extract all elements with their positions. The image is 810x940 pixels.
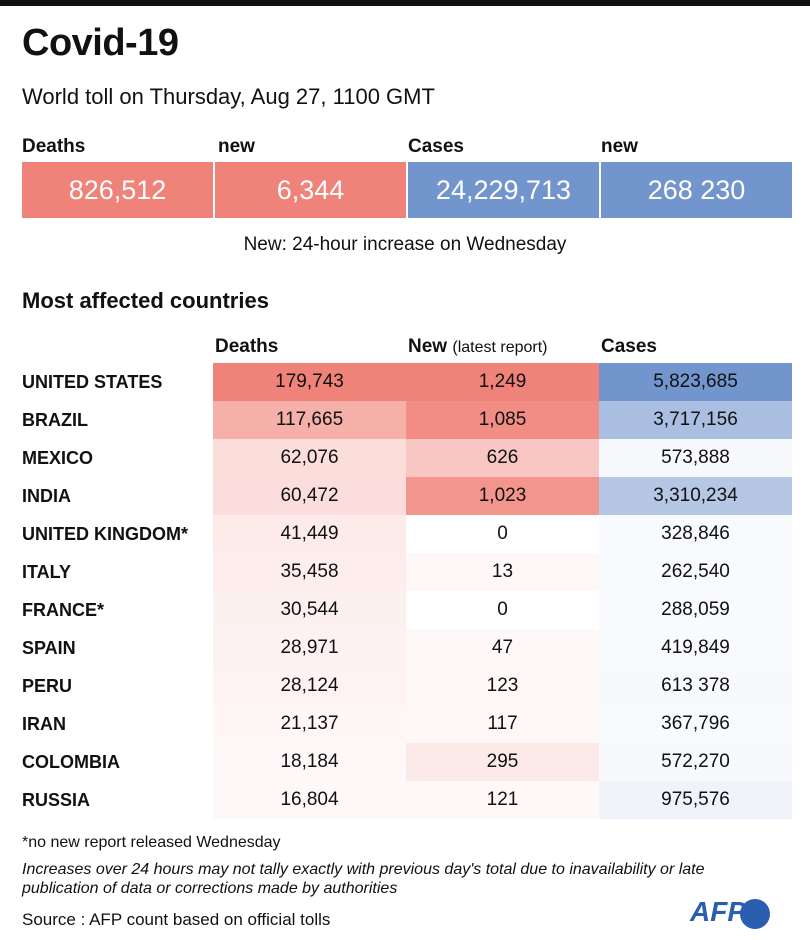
country-name: FRANCE* <box>22 600 105 620</box>
kpi-label-new-cases: new <box>601 136 638 157</box>
col-header-cases: Cases <box>601 336 657 358</box>
cases-cell: 3,717,156 <box>599 401 792 439</box>
cases-cell: 573,888 <box>599 439 792 477</box>
kpi-new-cases: 268 230 <box>601 162 792 218</box>
country-name: SPAIN <box>22 638 76 658</box>
new-cell: 0 <box>406 591 599 629</box>
kpi-new-deaths: 6,344 <box>215 162 406 218</box>
cases-cell: 367,796 <box>599 705 792 743</box>
col-header-label: New <box>408 336 448 357</box>
page-title: Covid-19 <box>22 22 179 64</box>
deaths-cell: 30,544 <box>213 591 406 629</box>
cases-cell: 5,823,685 <box>599 363 792 401</box>
col-header-new: New (latest report) <box>408 336 548 358</box>
kpi-label-deaths: Deaths <box>22 136 86 157</box>
cases-cell: 419,849 <box>599 629 792 667</box>
table-row: FRANCE* 30,544 0 288,059 <box>0 591 810 629</box>
country-name: UNITED KINGDOM* <box>22 524 188 544</box>
country-name: MEXICO <box>22 448 94 468</box>
table-row: COLOMBIA 18,184 295 572,270 <box>0 743 810 781</box>
table-row: INDIA 60,472 1,023 3,310,234 <box>0 477 810 515</box>
cases-cell: 3,310,234 <box>599 477 792 515</box>
new-cell: 123 <box>406 667 599 705</box>
cases-cell: 288,059 <box>599 591 792 629</box>
country-name: PERU <box>22 676 73 696</box>
deaths-cell: 21,137 <box>213 705 406 743</box>
cases-cell: 975,576 <box>599 781 792 819</box>
kpi-label-cases: Cases <box>408 136 464 157</box>
new-cell: 1,249 <box>406 363 599 401</box>
cases-cell: 262,540 <box>599 553 792 591</box>
kpi-cases: 24,229,713 <box>408 162 599 218</box>
new-cell: 0 <box>406 515 599 553</box>
cases-cell: 572,270 <box>599 743 792 781</box>
disclaimer: Increases over 24 hours may not tally ex… <box>22 861 705 897</box>
deaths-cell: 41,449 <box>213 515 406 553</box>
country-name: ITALY <box>22 562 72 582</box>
country-name: INDIA <box>22 486 71 506</box>
new-cell: 1,085 <box>406 401 599 439</box>
new-cell: 295 <box>406 743 599 781</box>
table-row: BRAZIL 117,665 1,085 3,717,156 <box>0 401 810 439</box>
new-cell: 121 <box>406 781 599 819</box>
top-bar <box>0 0 810 6</box>
afp-logo: AFP <box>690 896 770 929</box>
new-cell: 626 <box>406 439 599 477</box>
deaths-cell: 28,971 <box>213 629 406 667</box>
new-cell: 13 <box>406 553 599 591</box>
new-cell: 117 <box>406 705 599 743</box>
kpi-label-new-deaths: new <box>218 136 255 157</box>
table-row: UNITED STATES 179,743 1,249 5,823,685 <box>0 363 810 401</box>
new-cell: 1,023 <box>406 477 599 515</box>
source: Source : AFP count based on official tol… <box>22 910 331 929</box>
deaths-cell: 28,124 <box>213 667 406 705</box>
country-name: BRAZIL <box>22 410 88 430</box>
section-title: Most affected countries <box>22 288 269 313</box>
table-row: PERU 28,124 123 613 378 <box>0 667 810 705</box>
deaths-cell: 35,458 <box>213 553 406 591</box>
deaths-cell: 179,743 <box>213 363 406 401</box>
col-header-label: Deaths <box>215 336 279 357</box>
deaths-cell: 117,665 <box>213 401 406 439</box>
deaths-cell: 60,472 <box>213 477 406 515</box>
deaths-cell: 18,184 <box>213 743 406 781</box>
country-name: UNITED STATES <box>22 372 163 392</box>
subtitle: World toll on Thursday, Aug 27, 1100 GMT <box>22 84 435 109</box>
col-header-label: Cases <box>601 336 657 357</box>
table-row: MEXICO 62,076 626 573,888 <box>0 439 810 477</box>
footnote: *no new report released Wednesday <box>22 834 281 851</box>
cases-cell: 613 378 <box>599 667 792 705</box>
table-row: ITALY 35,458 13 262,540 <box>0 553 810 591</box>
table-row: IRAN 21,137 117 367,796 <box>0 705 810 743</box>
cases-cell: 328,846 <box>599 515 792 553</box>
country-name: RUSSIA <box>22 790 91 810</box>
new-cell: 47 <box>406 629 599 667</box>
country-name: IRAN <box>22 714 66 734</box>
deaths-cell: 16,804 <box>213 781 406 819</box>
col-header-deaths: Deaths <box>215 336 278 358</box>
note: New: 24-hour increase on Wednesday <box>243 234 567 255</box>
table-row: RUSSIA 16,804 121 975,576 <box>0 781 810 819</box>
col-header-sub: (latest report) <box>452 339 548 356</box>
table-row: UNITED KINGDOM* 41,449 0 328,846 <box>0 515 810 553</box>
table-row: SPAIN 28,971 47 419,849 <box>0 629 810 667</box>
kpi-deaths: 826,512 <box>22 162 213 218</box>
deaths-cell: 62,076 <box>213 439 406 477</box>
country-name: COLOMBIA <box>22 752 120 772</box>
